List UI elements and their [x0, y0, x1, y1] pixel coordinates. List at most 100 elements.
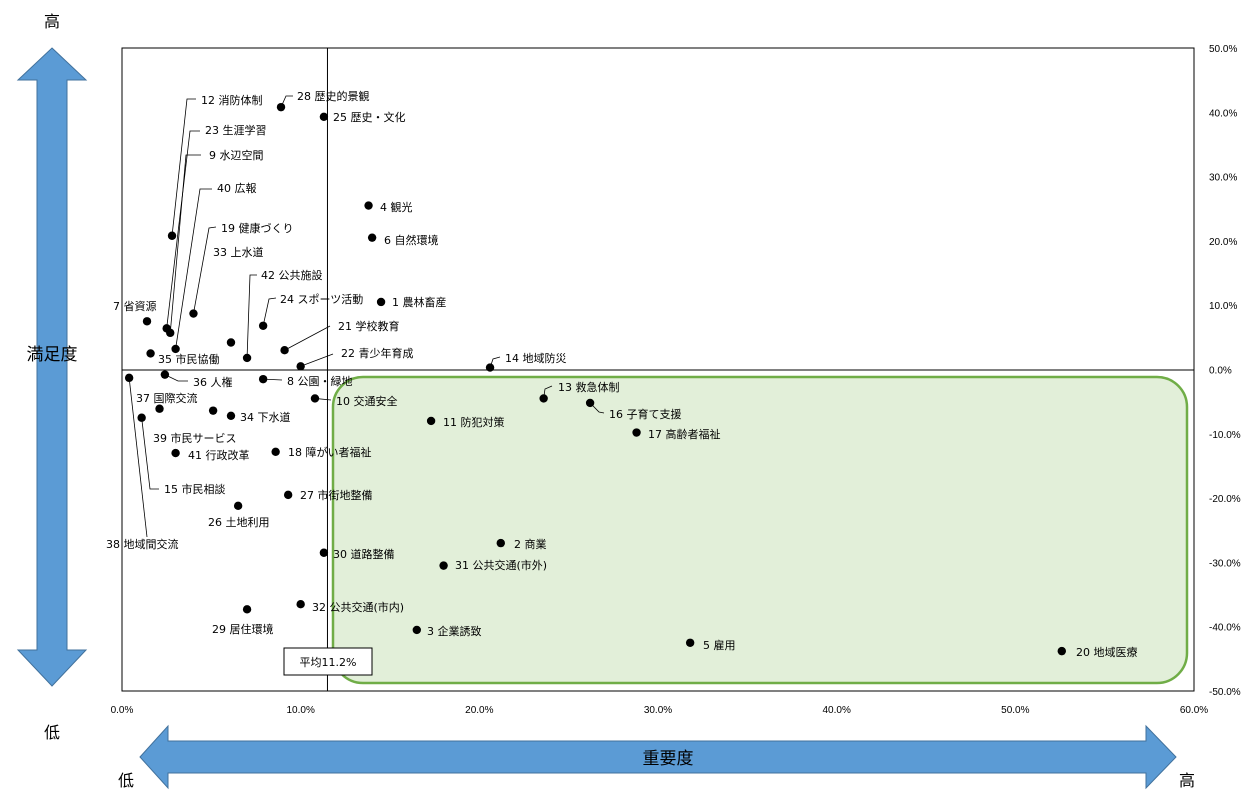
data-point [364, 201, 373, 210]
data-point [283, 490, 293, 500]
point-label: 25 歴史・文化 [333, 110, 406, 124]
data-point [632, 428, 641, 437]
x-tick-label: 0.0% [111, 705, 134, 716]
data-point [412, 625, 421, 635]
point-label: 2 商業 [514, 537, 547, 551]
point-label: 13 救急体制 [558, 380, 620, 394]
point-label: 41 行政改革 [188, 448, 250, 462]
point-label: 38 地域間交流 [106, 537, 179, 551]
data-point [162, 324, 171, 333]
y-tick-label: 20.0% [1209, 237, 1237, 248]
leader-line [175, 188, 212, 349]
point-label: 37 国際交流 [136, 391, 198, 405]
point-label: 23 生涯学習 [205, 123, 267, 137]
point-label: 7 省資源 [113, 299, 157, 313]
point-label: 8 公園・緑地 [287, 374, 353, 388]
point-label: 19 健康づくり [221, 221, 294, 235]
point-label: 24 スポーツ活動 [280, 292, 363, 306]
y-tick-label: -20.0% [1209, 494, 1241, 505]
leader-line [171, 98, 196, 236]
data-point [1057, 646, 1066, 656]
y-tick-label: -50.0% [1209, 687, 1241, 698]
leader-line [164, 374, 188, 382]
data-point [160, 370, 170, 379]
data-point [439, 561, 448, 570]
data-point [376, 297, 386, 307]
data-point [137, 413, 146, 422]
data-point [226, 411, 236, 420]
data-point [167, 231, 177, 240]
leader-line [166, 130, 200, 329]
point-label: 15 市民相談 [164, 482, 226, 496]
y-axis-title: 満足度 [27, 345, 78, 365]
data-point [233, 501, 243, 511]
data-point [258, 374, 268, 384]
point-label: 21 学校教育 [338, 319, 400, 333]
x-axis-arrow: 重要度 低 高 [118, 724, 1195, 790]
y-tick-label: 10.0% [1209, 301, 1237, 312]
leader-line [300, 353, 334, 367]
point-label: 1 農林畜産 [392, 295, 447, 309]
data-point [171, 448, 180, 458]
data-points: 1 農林畜産 2 商業 3 企業誘致 4 観光 5 雇用 6 自然環境 7 省資源 8 公園・… [106, 89, 1138, 659]
x-tick-label: 30.0% [644, 705, 672, 716]
point-label: 27 市街地整備 [300, 488, 373, 502]
point-label: 4 観光 [380, 200, 413, 214]
data-point [208, 406, 218, 415]
leader-line [169, 154, 201, 333]
point-label: 10 交通安全 [336, 394, 398, 408]
data-point [142, 317, 152, 326]
leader-line [141, 417, 159, 490]
leader-line [128, 377, 148, 538]
point-label: 30 道路整備 [333, 547, 395, 561]
y-tick-label: -30.0% [1209, 558, 1241, 569]
point-label: 36 人権 [193, 375, 233, 389]
point-label: 20 地域医療 [1076, 645, 1138, 659]
y-tick-label: 0.0% [1209, 366, 1232, 377]
data-point [146, 349, 155, 358]
point-label: 3 企業誘致 [427, 624, 482, 638]
data-point [367, 233, 377, 242]
point-label: 42 公共施設 [261, 268, 323, 282]
data-point [242, 605, 252, 614]
highlight-region [331, 375, 1189, 685]
x-tick-label: 10.0% [286, 705, 314, 716]
point-label: 6 自然環境 [384, 233, 439, 247]
x-axis-title: 重要度 [643, 749, 694, 769]
data-point [496, 538, 505, 548]
y-tick-labels: 50.0% 40.0% 30.0% 20.0% 10.0% 0.0% -10.0% -20.0… [1209, 44, 1241, 698]
y-tick-label: -10.0% [1209, 430, 1241, 441]
point-label: 12 消防体制 [201, 93, 263, 107]
data-point [485, 363, 495, 372]
point-label: 33 上水道 [213, 245, 264, 259]
point-label: 16 子育て支援 [609, 407, 682, 421]
data-point [426, 416, 436, 426]
average-label: 平均11.2% [300, 656, 357, 669]
x-tick-label: 20.0% [465, 705, 493, 716]
point-label: 35 市民協働 [158, 352, 220, 366]
point-label: 40 広報 [217, 182, 257, 195]
point-label: 26 土地利用 [208, 516, 270, 529]
y-axis-arrow: 満足度 高 低 [16, 12, 88, 742]
x-tick-label: 40.0% [822, 705, 850, 716]
x-tick-label: 60.0% [1180, 705, 1208, 716]
y-tick-label: 50.0% [1209, 44, 1237, 55]
leader-line [193, 226, 217, 314]
data-point [296, 599, 305, 609]
data-point [280, 346, 289, 355]
point-label: 11 防犯対策 [443, 415, 505, 429]
data-point [171, 344, 180, 354]
data-point [271, 447, 280, 457]
point-label: 28 歴史的景観 [297, 89, 370, 103]
point-label: 14 地域防災 [505, 351, 567, 365]
data-point [539, 394, 548, 403]
point-label: 34 下水道 [240, 410, 291, 424]
point-label: 18 障がい者福祉 [288, 445, 372, 459]
data-point [155, 404, 164, 413]
data-point [189, 309, 198, 318]
point-label: 32 公共交通(市内) [312, 600, 404, 614]
point-label: 17 高齢者福祉 [648, 427, 721, 441]
data-point [124, 373, 134, 383]
data-point [276, 102, 286, 112]
